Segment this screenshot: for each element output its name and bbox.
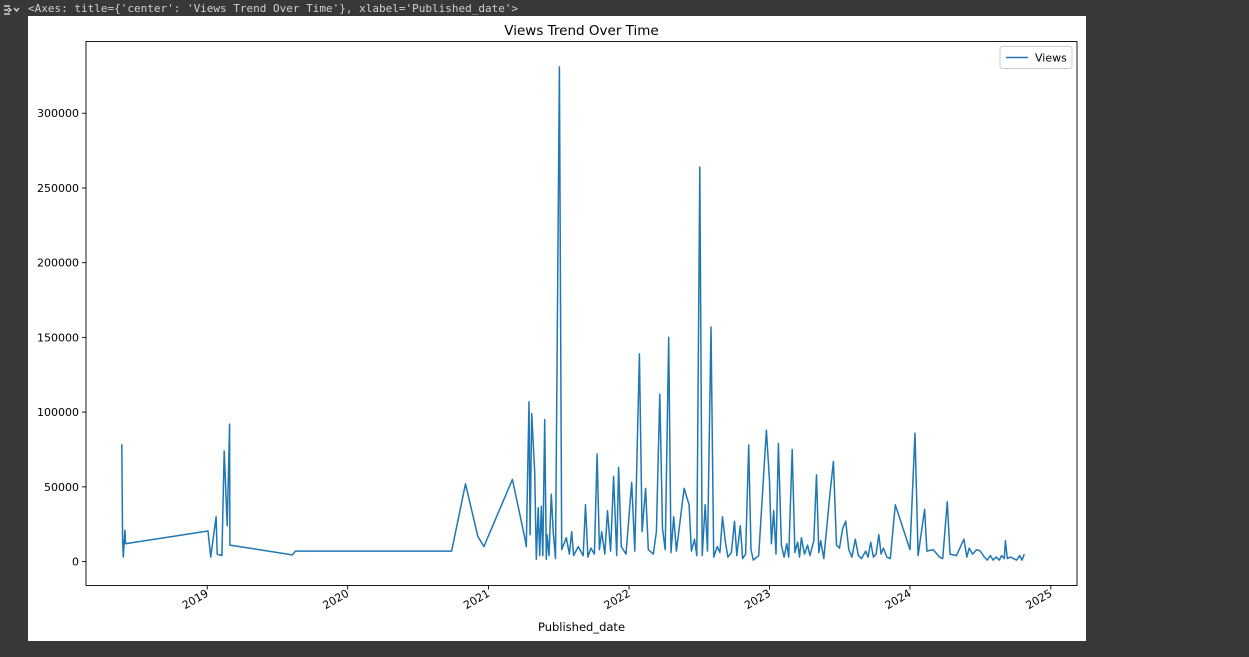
y-tick-label: 250000 [37, 182, 79, 195]
x-tick-label: 2020 [320, 587, 351, 612]
line-chart: Views Trend Over Time Published_date 0 50… [37, 23, 1078, 634]
chart-figure: Views Trend Over Time Published_date 0 50… [28, 16, 1086, 641]
x-tick-label: 2019 [180, 587, 211, 612]
y-tick-label: 100000 [37, 406, 79, 419]
chart-title: Views Trend Over Time [504, 23, 658, 39]
x-tick-label: 2023 [742, 587, 773, 612]
legend-box [999, 46, 1073, 69]
y-tick-label: 200000 [37, 257, 79, 270]
y-tick-label: 150000 [37, 331, 79, 344]
axes-repr-text: <Axes: title={'center': 'Views Trend Ove… [28, 2, 519, 15]
x-tick-label: 2025 [1024, 587, 1055, 612]
x-tick-label: 2024 [883, 587, 914, 612]
chart-legend: Views [999, 46, 1073, 69]
x-tick-label: 2021 [461, 587, 492, 612]
axis-ticks: 0 50000 100000 150000 200000 250000 300000 2019… [37, 107, 1054, 612]
cell-output-header: <Axes: title={'center': 'Views Trend Ove… [0, 0, 1249, 16]
series-line-views [121, 66, 1026, 561]
x-tick-label: 2022 [602, 587, 633, 612]
output-toggle-icon[interactable] [2, 2, 20, 16]
series-layer [121, 66, 1026, 561]
x-axis-label: Published_date [538, 620, 625, 634]
y-tick-label: 50000 [44, 481, 79, 494]
plot-area-frame [85, 41, 1078, 586]
y-tick-label: 300000 [37, 107, 79, 120]
y-tick-label: 0 [72, 556, 79, 569]
legend-label: Views [1035, 52, 1067, 65]
